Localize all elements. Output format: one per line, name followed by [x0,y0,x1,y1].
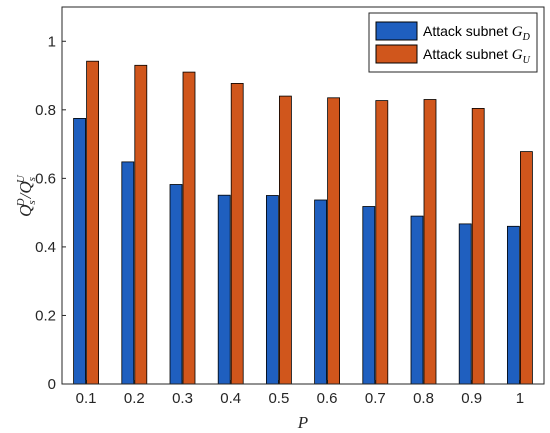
bar-gu-0.1 [86,60,99,385]
legend-swatch-gu [375,44,418,64]
legend: Attack subnet GD Attack subnet GU [368,12,538,73]
bar-gd-1 [506,225,520,385]
legend-label-gu: Attack subnet GU [423,46,531,66]
bar-gd-0.7 [362,206,376,385]
x-tick-label: 0.9 [461,390,482,407]
x-tick-label: 0.7 [365,390,386,407]
bar-gu-0.3 [182,71,196,385]
y-label-q1-sub: s [26,200,38,204]
bar-gd-0.5 [265,195,279,385]
y-label-slash: / [16,191,35,199]
y-label-q2-sup: U [15,174,27,183]
bar-gd-0.8 [410,215,424,385]
y-tick-label: 0 [48,376,56,393]
x-axis-label: P [297,413,308,432]
bar-gd-0.2 [121,161,135,385]
x-tick-label: 0.3 [172,390,193,407]
bar-gd-0.9 [458,223,472,385]
y-tick-label: 0.4 [35,239,56,256]
y-label-q1-sup: D [15,198,27,207]
bar-gu-0.5 [278,95,292,385]
y-label-q2: Q [16,181,35,193]
x-tick-label: 0.5 [268,390,289,407]
x-tick-label: 0.4 [220,390,241,407]
x-tick-label: 0.1 [76,390,97,407]
y-tick-label: 0.8 [35,102,56,119]
bar-gd-0.6 [314,199,328,385]
legend-swatch-gd [375,21,418,41]
bar-gu-0.8 [423,99,437,385]
y-label-q2-sub: s [26,177,38,181]
y-tick-label: 0.2 [35,307,56,324]
bars-group [73,60,533,385]
bar-gu-0.7 [375,100,389,385]
legend-label-gd: Attack subnet GD [423,23,531,43]
x-axis-ticks: 0.1 0.2 0.3 0.4 0.5 0.6 0.7 0.8 0.9 1 [76,380,524,407]
y-axis-ticks: 0 0.2 0.4 0.6 0.8 1 [35,33,66,393]
x-tick-label: 1 [516,390,524,407]
bar-gu-0.6 [327,97,341,385]
bar-gu-0.4 [230,83,244,385]
plot-frame [61,6,545,385]
y-tick-label: 0.6 [35,170,56,187]
bar-gu-1 [520,151,533,385]
y-tick-label: 1 [48,33,56,50]
x-tick-label: 0.6 [317,390,338,407]
bar-gu-0.2 [134,64,148,385]
y-label-q1: Q [16,205,35,217]
bar-gu-0.9 [471,108,485,385]
x-tick-label: 0.8 [413,390,434,407]
bar-gd-0.4 [217,194,231,385]
x-tick-label: 0.2 [124,390,145,407]
y-axis-label: QsD/QsU [15,174,38,217]
bar-gd-0.3 [169,184,183,385]
bar-gd-0.1 [73,118,86,385]
